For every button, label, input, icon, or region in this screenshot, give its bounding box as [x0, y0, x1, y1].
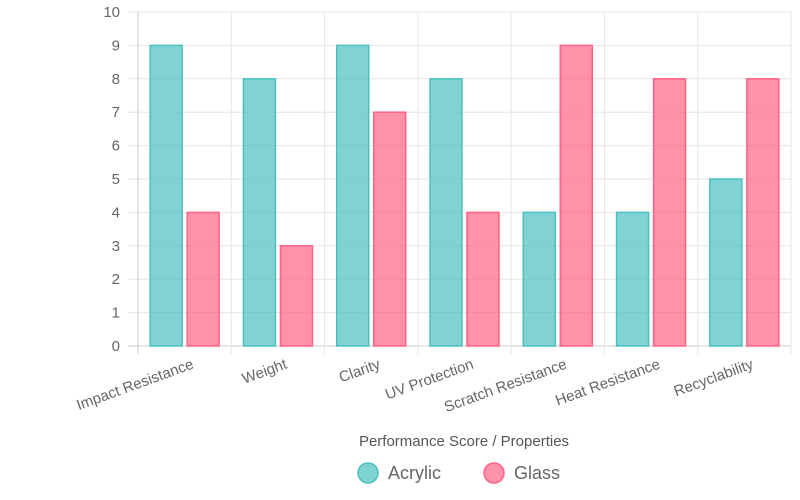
bar-glass-2[interactable] — [372, 111, 407, 347]
bar-acrylic-2[interactable] — [335, 44, 370, 347]
y-tick-label: 4 — [112, 204, 120, 221]
y-tick-label: 0 — [112, 338, 120, 355]
bar-acrylic-0[interactable] — [149, 44, 183, 347]
x-axis-ticks: Impact Resistance Weight Clarity UV Protect… — [74, 356, 756, 416]
y-tick-label: 8 — [112, 71, 120, 88]
bars — [149, 44, 780, 347]
y-tick-label: 6 — [112, 138, 120, 155]
legend-label-acrylic[interactable]: Acrylic — [388, 463, 441, 483]
bar-glass-0[interactable] — [186, 211, 220, 347]
y-tick-label: 10 — [103, 4, 120, 21]
x-tick-label: Impact Resistance — [74, 356, 196, 414]
bar-glass-5[interactable] — [652, 78, 687, 347]
x-tick-label: Heat Resistance — [553, 356, 662, 410]
legend-label-glass[interactable]: Glass — [514, 463, 560, 483]
bar-acrylic-3[interactable] — [429, 78, 463, 347]
y-tick-label: 1 — [112, 305, 120, 322]
x-tick-label: Clarity — [337, 356, 383, 387]
y-tick-label: 7 — [112, 104, 120, 121]
bar-acrylic-1[interactable] — [242, 78, 277, 347]
y-tick-label: 5 — [112, 171, 120, 188]
bar-glass-1[interactable] — [279, 245, 314, 347]
bar-glass-6[interactable] — [746, 78, 780, 347]
y-tick-label: 2 — [112, 271, 120, 288]
bar-acrylic-6[interactable] — [709, 178, 743, 347]
x-tick-label: Weight — [240, 356, 290, 388]
bar-glass-3[interactable] — [466, 211, 500, 347]
x-tick-label: Recyclability — [672, 356, 757, 401]
legend-swatch-glass[interactable] — [483, 462, 505, 484]
bar-acrylic-5[interactable] — [615, 211, 650, 347]
bar-glass-4[interactable] — [559, 44, 594, 347]
x-axis-title: Performance Score / Properties — [359, 433, 569, 450]
legend[interactable]: Acrylic Glass — [357, 462, 560, 484]
y-axis-ticks: 0 1 2 3 4 5 6 7 8 9 10 — [103, 4, 120, 355]
legend-swatch-acrylic[interactable] — [357, 462, 379, 484]
y-tick-label: 9 — [112, 37, 120, 54]
y-tick-label: 3 — [112, 238, 120, 255]
bar-acrylic-4[interactable] — [522, 211, 557, 347]
